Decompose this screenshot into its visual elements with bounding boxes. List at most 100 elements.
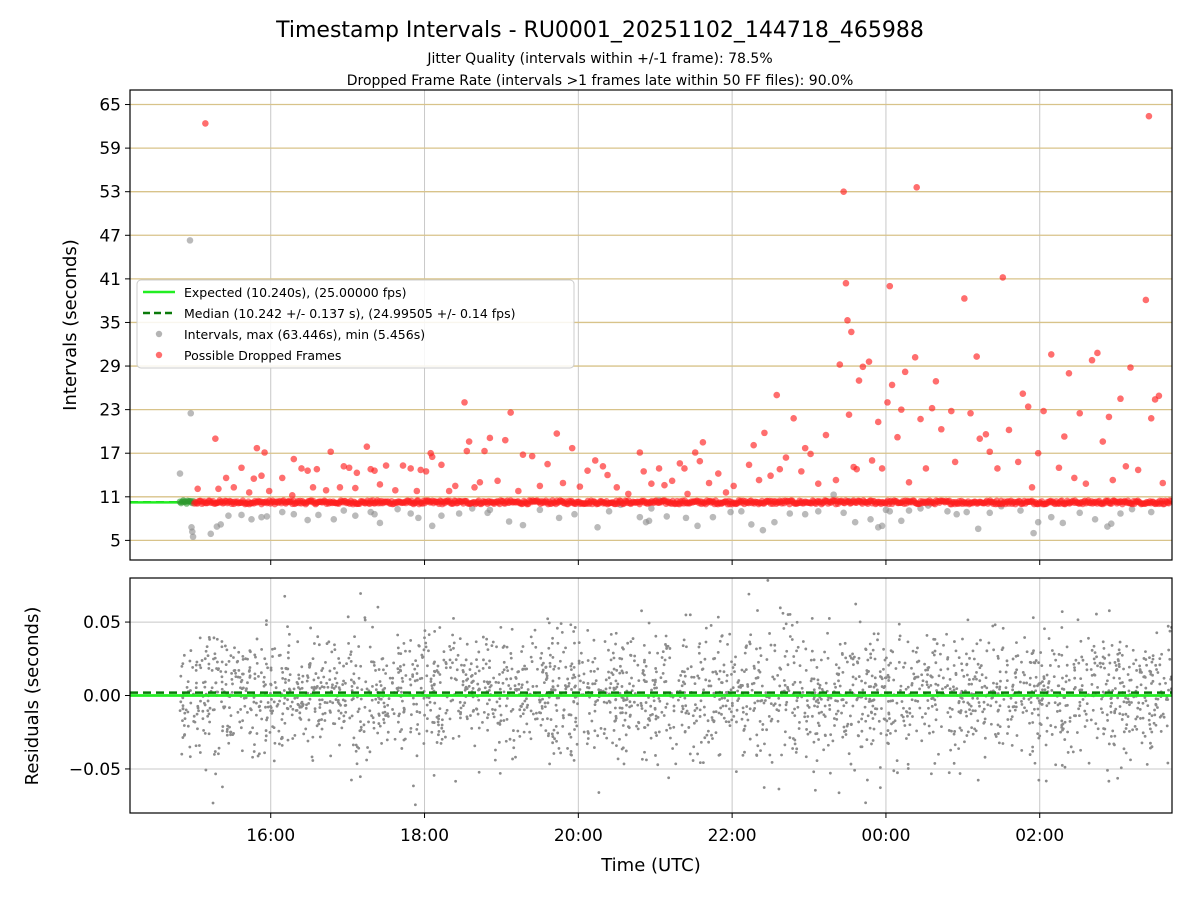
residual-point [902,719,906,723]
residual-point [1078,704,1082,708]
residual-point [753,666,756,670]
residual-point [1033,707,1036,711]
residual-point [521,667,525,671]
residual-point [489,684,493,687]
residual-point [783,683,787,687]
residual-point [1037,778,1041,782]
residual-point [216,690,220,694]
dropped-frame-point [937,425,945,433]
interval-point [555,514,563,522]
dropped-frame-point [604,471,611,479]
dropped-frame-point [536,482,544,490]
residual-point [397,651,401,655]
residual-point [541,718,545,721]
residual-point [1004,670,1008,674]
residual-point [225,730,229,733]
residual-point [653,683,656,687]
residual-point [894,667,898,670]
residual-point [432,674,436,677]
residual-point [611,673,615,677]
residual-point [1168,657,1172,661]
dropped-frame-point [576,483,584,490]
residual-point [942,643,945,647]
interval-point [1128,505,1136,513]
residual-point [207,732,211,736]
residual-point [269,691,272,695]
residual-point [746,718,750,722]
residual-point [868,726,872,730]
residual-point [1041,697,1044,701]
residual-point [181,704,185,708]
residual-point [378,724,382,728]
residual-point [347,656,351,660]
residual-point [377,712,381,716]
residual-point [727,720,731,724]
residual-point [202,701,206,705]
residual-point [770,760,774,764]
residual-point [750,688,754,692]
residual-point [911,715,914,718]
residual-point [357,707,361,711]
residual-point [509,677,513,681]
residual-point [855,660,859,664]
residual-point [722,670,726,674]
residual-point [906,762,910,766]
dropped-frame-point [681,465,688,472]
residual-point [206,709,210,713]
residual-point [654,717,658,721]
residual-point [179,700,183,704]
residual-point [614,631,618,635]
dropped-frame-point [413,487,421,495]
residual-point [756,699,760,703]
residual-point [492,715,496,719]
residual-point [1125,644,1129,648]
residual-point [776,719,780,723]
residual-point [882,667,885,671]
residual-point [920,715,924,719]
dropped-frame-point [696,457,704,465]
residual-point [437,733,440,737]
residual-point [415,672,419,675]
residual-point [1107,689,1111,692]
residual-point [828,703,831,707]
residual-point [310,755,314,759]
residual-point [961,637,964,641]
residual-point [720,681,724,685]
residual-point [767,696,771,700]
residual-point [315,685,319,688]
dropped-frame-point [261,449,268,456]
residual-point [900,700,904,703]
residual-point [976,697,979,700]
residual-point [1033,761,1037,765]
residual-point [1127,700,1131,704]
residual-point [1062,687,1066,691]
residual-point [873,657,877,661]
residual-point [701,761,705,765]
residual-point [923,662,927,666]
residual-point [314,672,318,675]
residual-point [924,712,927,716]
residual-point [541,670,545,674]
residual-point [265,718,268,722]
residual-point [1066,730,1070,734]
residual-point [927,724,931,728]
residual-point [722,663,726,667]
residual-point [736,699,740,703]
residual-point [203,685,207,689]
residual-point [603,640,607,643]
residual-point [1032,649,1035,653]
residual-point [549,718,553,721]
residual-point [456,653,460,657]
residual-point [258,704,261,708]
residual-point [900,713,904,717]
residual-point [323,719,327,722]
residual-point [1146,704,1150,708]
residual-point [264,623,268,627]
residual-point [1138,668,1142,671]
residual-point [920,673,924,677]
residual-point [563,684,567,687]
dropped-frame-point [1159,479,1167,487]
residual-point [593,682,597,686]
residual-point [1122,700,1126,704]
residual-point [586,659,590,662]
